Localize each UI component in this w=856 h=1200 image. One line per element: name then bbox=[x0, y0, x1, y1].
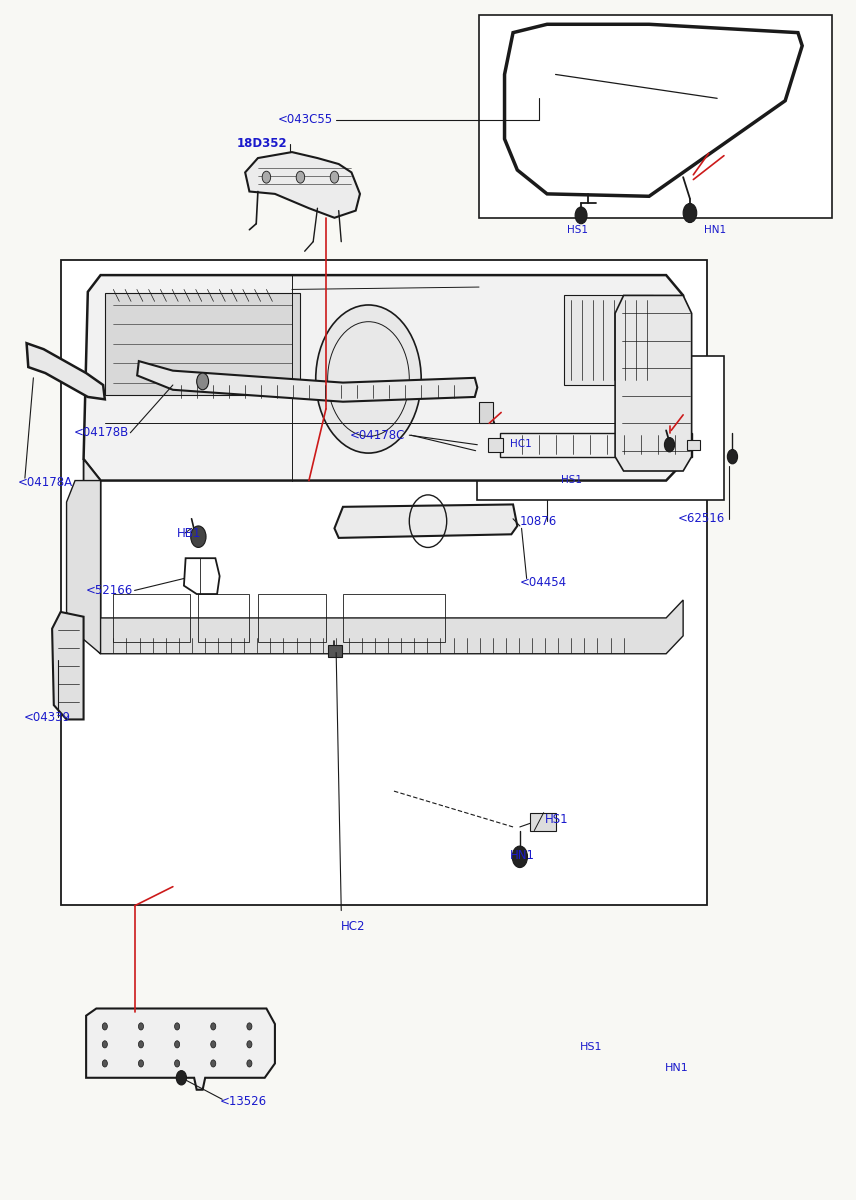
Polygon shape bbox=[245, 152, 360, 217]
Text: <04339: <04339 bbox=[24, 710, 71, 724]
Bar bbox=[258, 594, 326, 642]
Circle shape bbox=[139, 1060, 144, 1067]
Text: <04178A: <04178A bbox=[18, 476, 74, 490]
Text: <04178C: <04178C bbox=[350, 428, 405, 442]
Polygon shape bbox=[84, 460, 100, 654]
Text: <043C55: <043C55 bbox=[277, 113, 333, 126]
Circle shape bbox=[211, 1022, 216, 1030]
Circle shape bbox=[247, 1060, 252, 1067]
Bar bbox=[113, 594, 190, 642]
Text: HN1: HN1 bbox=[665, 1063, 689, 1073]
Polygon shape bbox=[27, 343, 104, 400]
Circle shape bbox=[575, 208, 587, 223]
Text: HS1: HS1 bbox=[580, 1042, 603, 1051]
Text: <62516: <62516 bbox=[678, 512, 725, 526]
Text: <13526: <13526 bbox=[220, 1096, 267, 1108]
Text: <52166: <52166 bbox=[86, 584, 133, 596]
Text: HS1: HS1 bbox=[568, 224, 588, 235]
Circle shape bbox=[664, 438, 675, 452]
Text: HS1: HS1 bbox=[545, 814, 569, 827]
Bar bbox=[530, 812, 556, 830]
Bar bbox=[343, 594, 445, 642]
Polygon shape bbox=[84, 600, 683, 654]
Circle shape bbox=[296, 172, 305, 184]
Polygon shape bbox=[335, 504, 517, 538]
Text: c a r  p a r t s: c a r p a r t s bbox=[281, 618, 439, 642]
Text: 18D352: 18D352 bbox=[236, 137, 288, 150]
Bar bbox=[104, 293, 300, 395]
Circle shape bbox=[247, 1022, 252, 1030]
Text: HS1: HS1 bbox=[561, 474, 582, 485]
Text: <04178B: <04178B bbox=[74, 426, 128, 439]
Circle shape bbox=[197, 373, 209, 390]
Circle shape bbox=[139, 1040, 144, 1048]
Text: <04454: <04454 bbox=[520, 576, 567, 588]
Bar bbox=[564, 295, 653, 385]
Circle shape bbox=[728, 450, 738, 464]
Circle shape bbox=[139, 1022, 144, 1030]
Circle shape bbox=[512, 846, 527, 868]
Bar bbox=[478, 356, 724, 499]
Bar bbox=[500, 433, 692, 457]
Circle shape bbox=[330, 172, 339, 184]
Circle shape bbox=[191, 526, 206, 547]
Text: HB1: HB1 bbox=[177, 527, 201, 540]
Polygon shape bbox=[137, 361, 478, 402]
Bar bbox=[488, 438, 502, 452]
Circle shape bbox=[262, 172, 270, 184]
Polygon shape bbox=[615, 295, 692, 472]
Circle shape bbox=[316, 305, 421, 454]
Bar bbox=[329, 646, 342, 658]
Text: HC1: HC1 bbox=[509, 439, 532, 449]
Circle shape bbox=[102, 1040, 107, 1048]
Circle shape bbox=[211, 1060, 216, 1067]
Text: Scuderia: Scuderia bbox=[209, 534, 511, 594]
Bar bbox=[479, 402, 493, 424]
Circle shape bbox=[175, 1022, 180, 1030]
Circle shape bbox=[211, 1040, 216, 1048]
Polygon shape bbox=[67, 480, 100, 654]
Text: 10876: 10876 bbox=[520, 515, 557, 528]
Circle shape bbox=[175, 1040, 180, 1048]
Circle shape bbox=[683, 204, 697, 222]
Polygon shape bbox=[52, 612, 84, 720]
Polygon shape bbox=[86, 1008, 275, 1090]
Circle shape bbox=[102, 1060, 107, 1067]
Bar bbox=[199, 594, 249, 642]
Text: HN1: HN1 bbox=[509, 850, 535, 862]
Text: HN1: HN1 bbox=[704, 224, 726, 235]
Bar bbox=[61, 259, 707, 905]
Circle shape bbox=[102, 1022, 107, 1030]
Circle shape bbox=[175, 1060, 180, 1067]
Circle shape bbox=[176, 1070, 187, 1085]
Text: HC2: HC2 bbox=[341, 919, 365, 932]
Bar bbox=[479, 14, 832, 217]
Bar bbox=[687, 440, 700, 450]
Circle shape bbox=[247, 1040, 252, 1048]
Polygon shape bbox=[84, 275, 683, 480]
